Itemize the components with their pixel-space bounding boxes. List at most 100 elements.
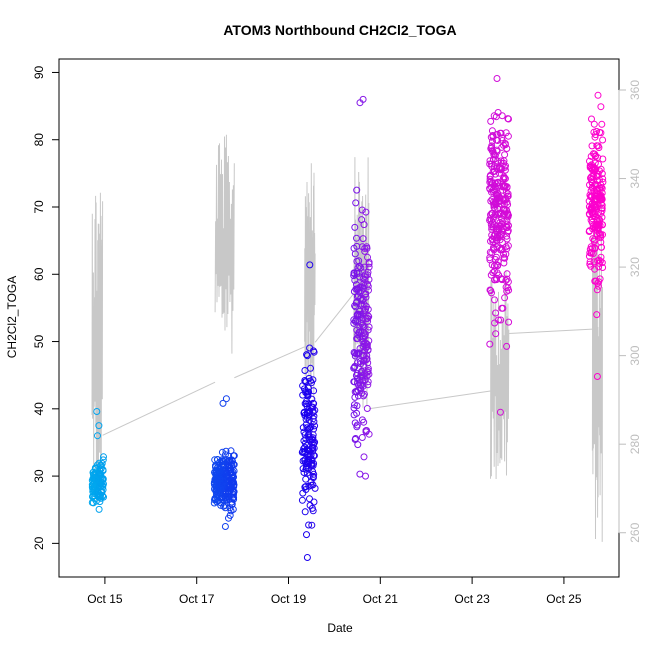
data-point xyxy=(303,554,311,561)
data-point xyxy=(355,288,363,296)
data-point xyxy=(310,387,318,395)
y-tick-label: 50 xyxy=(32,335,46,349)
y2-tick-label: 320 xyxy=(628,257,642,277)
x-tick-label: Oct 21 xyxy=(363,592,399,606)
data-point xyxy=(360,323,368,330)
data-point xyxy=(100,453,107,461)
data-point xyxy=(589,235,597,243)
data-point xyxy=(491,155,499,163)
data-point xyxy=(230,452,237,460)
data-point xyxy=(503,235,511,243)
data-point xyxy=(501,151,509,159)
data-point xyxy=(221,481,229,489)
data-point xyxy=(351,223,359,231)
data-point xyxy=(365,323,373,331)
y2-tick-label: 300 xyxy=(628,345,642,365)
data-point xyxy=(303,531,310,539)
data-point xyxy=(496,408,504,416)
data-point xyxy=(230,488,237,496)
data-point xyxy=(489,137,496,145)
data-point xyxy=(497,129,505,137)
data-point xyxy=(308,521,316,529)
line-connector xyxy=(508,328,593,334)
data-point xyxy=(504,228,512,236)
data-point xyxy=(353,186,361,194)
data-point xyxy=(361,330,369,338)
data-point xyxy=(503,270,511,278)
data-point xyxy=(307,478,315,486)
data-point xyxy=(495,169,503,177)
data-point xyxy=(302,435,310,443)
grey-line-series xyxy=(91,134,603,542)
data-point xyxy=(91,476,99,484)
data-point xyxy=(303,442,311,449)
data-point xyxy=(222,395,230,403)
data-point xyxy=(350,244,358,252)
data-point xyxy=(486,340,494,348)
data-point xyxy=(501,254,509,262)
data-point xyxy=(221,523,229,530)
data-point xyxy=(500,181,508,189)
data-point xyxy=(304,392,312,400)
data-point xyxy=(498,112,506,120)
data-point xyxy=(95,459,103,467)
data-point xyxy=(221,455,229,463)
data-point xyxy=(360,357,368,365)
data-point xyxy=(311,422,319,430)
data-point xyxy=(599,136,607,144)
data-point xyxy=(303,397,310,405)
chart-title: ATOM3 Northbound CH2Cl2_TOGA xyxy=(223,22,456,38)
line-segment xyxy=(304,163,316,399)
data-point xyxy=(303,414,311,422)
data-point xyxy=(353,350,361,357)
data-point xyxy=(495,226,503,234)
data-point xyxy=(487,145,495,152)
data-point xyxy=(491,231,499,239)
data-point xyxy=(361,307,369,314)
data-point xyxy=(306,501,314,509)
data-point xyxy=(489,198,497,206)
data-point xyxy=(489,238,497,246)
data-point xyxy=(364,312,372,320)
data-point xyxy=(216,475,224,483)
data-point xyxy=(303,424,311,432)
data-point xyxy=(365,258,373,266)
x-tick-label: Oct 25 xyxy=(546,592,582,606)
data-point xyxy=(354,312,362,319)
data-point xyxy=(305,400,313,408)
data-point xyxy=(354,335,362,342)
data-point xyxy=(306,261,314,269)
data-point xyxy=(487,160,495,168)
data-point xyxy=(210,499,218,507)
data-point xyxy=(493,131,500,139)
x-tick-label: Oct 19 xyxy=(271,592,307,606)
data-point xyxy=(492,309,500,317)
data-point xyxy=(226,511,234,519)
data-point xyxy=(362,293,370,301)
data-point xyxy=(594,209,602,216)
line-segment xyxy=(490,270,510,480)
data-point xyxy=(593,311,601,319)
data-point xyxy=(306,495,313,503)
data-point xyxy=(305,412,313,420)
x-axis: Oct 15 Oct 17 Oct 19 Oct 21 Oct 23 Oct 25 xyxy=(87,576,582,606)
data-point xyxy=(211,495,219,502)
data-point xyxy=(496,244,504,252)
data-point xyxy=(307,364,314,372)
data-point xyxy=(310,347,317,355)
data-point xyxy=(587,152,595,160)
line-connector xyxy=(234,346,305,379)
data-point xyxy=(488,209,496,217)
data-point xyxy=(350,364,358,372)
data-point xyxy=(93,461,101,469)
data-point xyxy=(350,411,358,419)
scatter-points xyxy=(88,75,607,561)
data-point xyxy=(228,456,236,464)
data-point xyxy=(350,378,358,386)
data-point xyxy=(97,462,105,469)
data-point xyxy=(593,142,601,150)
data-point xyxy=(591,223,599,231)
data-point xyxy=(588,173,595,181)
data-point xyxy=(364,378,372,386)
